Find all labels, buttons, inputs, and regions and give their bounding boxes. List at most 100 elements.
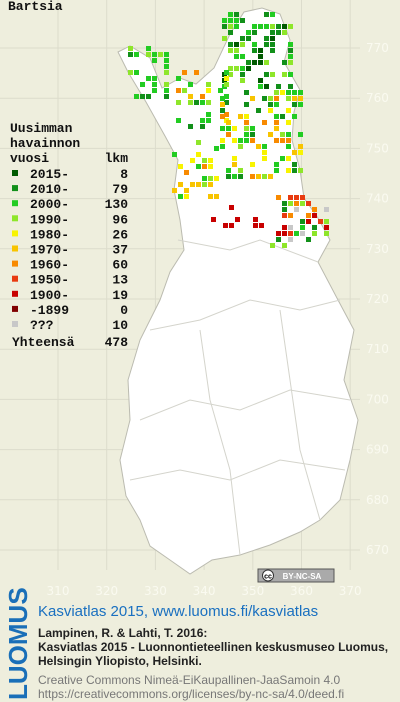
legend-count: 19 bbox=[112, 288, 128, 303]
observation-square bbox=[306, 213, 311, 218]
observation-square bbox=[238, 168, 243, 173]
observation-square bbox=[252, 42, 257, 47]
observation-square bbox=[306, 237, 311, 242]
observation-square bbox=[234, 54, 239, 59]
observation-square bbox=[258, 60, 263, 65]
observation-square bbox=[152, 88, 157, 93]
observation-square bbox=[286, 108, 291, 113]
observation-square bbox=[232, 174, 237, 179]
observation-square bbox=[292, 162, 297, 167]
legend-total-count: 478 bbox=[105, 335, 129, 350]
observation-square bbox=[218, 88, 223, 93]
observation-square bbox=[292, 102, 297, 107]
observation-square bbox=[288, 54, 293, 59]
observation-square bbox=[178, 182, 183, 187]
x-tick-label: 370 bbox=[339, 584, 362, 598]
observation-square bbox=[226, 132, 231, 137]
legend-label: 2010- bbox=[30, 182, 69, 197]
observation-square bbox=[262, 174, 267, 179]
observation-square bbox=[184, 194, 189, 199]
observation-square bbox=[134, 94, 139, 99]
legend-label: 1970- bbox=[30, 243, 69, 258]
observation-square bbox=[206, 82, 211, 87]
observation-square bbox=[258, 24, 263, 29]
legend-heading: vuosi bbox=[10, 151, 49, 166]
observation-square bbox=[264, 72, 269, 77]
y-tick-label: 730 bbox=[366, 242, 389, 256]
observation-square bbox=[208, 176, 213, 181]
observation-square bbox=[244, 102, 249, 107]
observation-square bbox=[268, 174, 273, 179]
observation-square bbox=[270, 30, 275, 35]
observation-square bbox=[294, 195, 299, 200]
legend-heading: Uusimman bbox=[10, 121, 73, 136]
observation-square bbox=[235, 217, 240, 222]
observation-square bbox=[253, 217, 258, 222]
observation-square bbox=[292, 96, 297, 101]
observation-square bbox=[211, 217, 216, 222]
region-borders bbox=[129, 239, 351, 556]
observation-square bbox=[226, 126, 231, 131]
observation-square bbox=[202, 164, 207, 169]
observation-square bbox=[300, 231, 305, 236]
observation-square bbox=[298, 90, 303, 95]
observation-square bbox=[240, 36, 245, 41]
observation-square bbox=[220, 102, 225, 107]
legend-label: 2000- bbox=[30, 197, 69, 212]
observation-square bbox=[206, 118, 211, 123]
observation-square bbox=[244, 132, 249, 137]
observation-square bbox=[286, 90, 291, 95]
observation-square bbox=[282, 231, 287, 236]
legend-label: ??? bbox=[30, 318, 54, 333]
observation-square bbox=[268, 108, 273, 113]
badge-box bbox=[257, 568, 335, 583]
observation-square bbox=[184, 188, 189, 193]
observation-square bbox=[282, 30, 287, 35]
observation-square bbox=[306, 219, 311, 224]
observation-square bbox=[228, 24, 233, 29]
observation-square bbox=[300, 195, 305, 200]
citation: Helsingin Yliopisto, Helsinki. bbox=[38, 654, 202, 668]
observation-square bbox=[282, 243, 287, 248]
observation-square bbox=[264, 36, 269, 41]
legend-label: 1980- bbox=[30, 227, 69, 242]
observation-square bbox=[274, 120, 279, 125]
observation-square bbox=[226, 120, 231, 125]
observation-square bbox=[238, 114, 243, 119]
observation-square bbox=[202, 182, 207, 187]
legend-label: 1990- bbox=[30, 212, 69, 227]
observation-square bbox=[234, 24, 239, 29]
observation-square bbox=[274, 168, 279, 173]
y-tick-label: 700 bbox=[366, 392, 389, 406]
observation-square bbox=[282, 60, 287, 65]
legend-swatch bbox=[12, 230, 18, 237]
observation-square bbox=[258, 84, 263, 89]
license-badge: cc BY-NC-SA bbox=[257, 568, 335, 583]
observation-square bbox=[164, 94, 169, 99]
observation-square bbox=[238, 138, 243, 143]
observation-square bbox=[264, 24, 269, 29]
observation-square bbox=[298, 102, 303, 107]
observation-square bbox=[244, 120, 249, 125]
legend-count: 10 bbox=[112, 318, 128, 333]
observation-square bbox=[226, 174, 231, 179]
observation-square bbox=[224, 76, 229, 81]
cc-icon-text: cc bbox=[264, 574, 272, 581]
observation-square bbox=[298, 150, 303, 155]
observation-square bbox=[178, 194, 183, 199]
observation-square bbox=[294, 207, 299, 212]
observation-square bbox=[298, 96, 303, 101]
observation-square bbox=[206, 88, 211, 93]
observation-square bbox=[324, 231, 329, 236]
observation-square bbox=[176, 76, 181, 81]
observation-square bbox=[262, 150, 267, 155]
legend-count-heading: lkm bbox=[105, 151, 129, 166]
observation-square bbox=[270, 72, 275, 77]
observation-square bbox=[194, 70, 199, 75]
observation-square bbox=[300, 225, 305, 230]
logo: LUOMUS bbox=[3, 587, 33, 700]
observation-square bbox=[264, 84, 269, 89]
observation-square bbox=[220, 138, 225, 143]
x-tick-label: 320 bbox=[95, 584, 118, 598]
observation-square bbox=[324, 207, 329, 212]
